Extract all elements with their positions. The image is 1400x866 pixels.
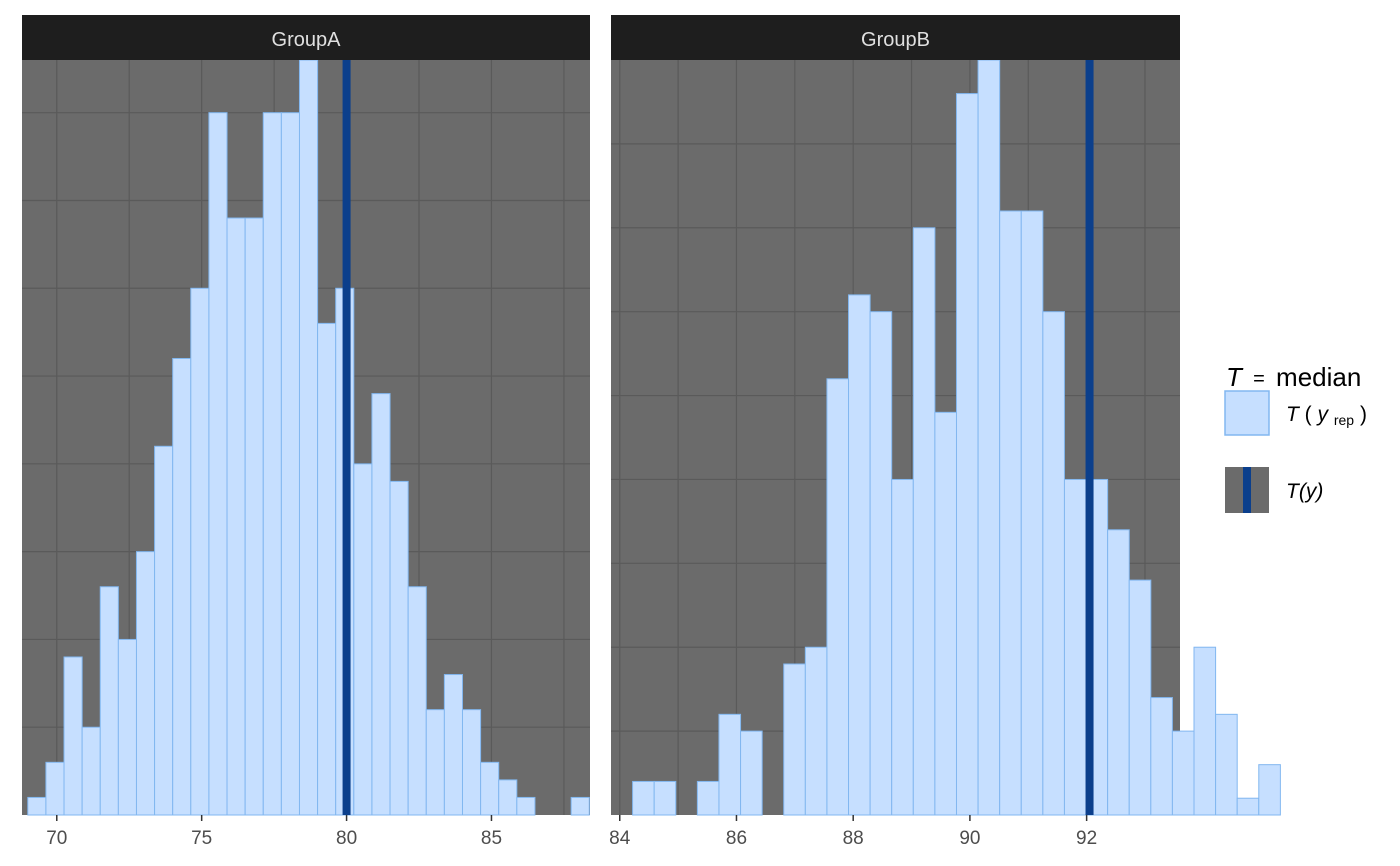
histogram-bar bbox=[1042, 311, 1065, 816]
facet-strip-label: GroupA bbox=[272, 29, 342, 51]
histogram-bar bbox=[999, 210, 1022, 816]
x-tick-label: 88 bbox=[843, 828, 864, 849]
legend-title-stat: median bbox=[1276, 362, 1361, 392]
histogram-bar bbox=[81, 726, 101, 816]
x-axis: 70 75 80 85 bbox=[46, 815, 502, 849]
histogram-bar bbox=[480, 761, 500, 816]
histogram-bar bbox=[718, 713, 742, 816]
facet-strip bbox=[611, 15, 1180, 60]
histogram-bar bbox=[135, 551, 156, 816]
histogram-bar bbox=[1236, 797, 1260, 816]
histogram-bar bbox=[63, 656, 83, 816]
histogram-bar bbox=[298, 59, 319, 816]
histogram-bar bbox=[280, 112, 300, 816]
histogram-bar bbox=[208, 112, 228, 816]
histogram-bar bbox=[1128, 579, 1152, 816]
histogram-bar bbox=[848, 294, 871, 816]
histogram-bar bbox=[443, 674, 463, 816]
histogram-bar bbox=[570, 796, 590, 816]
histogram-bar bbox=[1258, 764, 1281, 816]
histogram-bar bbox=[955, 93, 979, 816]
facet-panels: GroupA 70 75 80 85 GroupB 84 86 88 90 92 bbox=[22, 15, 1281, 849]
histogram-bar bbox=[1171, 730, 1195, 816]
histogram-bars bbox=[632, 59, 1281, 816]
histogram-bar bbox=[977, 59, 1001, 816]
histogram-bar bbox=[262, 112, 282, 816]
histogram-bar bbox=[45, 761, 65, 816]
histogram-bar bbox=[99, 586, 119, 816]
observed-stat-line bbox=[342, 60, 351, 815]
histogram-bar bbox=[244, 217, 264, 816]
histogram-bar bbox=[804, 646, 828, 816]
histogram-bar bbox=[783, 663, 806, 816]
histogram-bar bbox=[226, 217, 246, 816]
legend-title: T = median bbox=[1226, 361, 1361, 392]
legend-title-symbol: T bbox=[1226, 362, 1244, 392]
histogram-bar bbox=[516, 796, 536, 816]
histogram-bar bbox=[1193, 646, 1217, 816]
histogram-bar bbox=[653, 780, 677, 816]
histogram-bar bbox=[912, 227, 936, 816]
x-tick-label: 85 bbox=[481, 828, 502, 849]
histogram-bar bbox=[27, 796, 47, 816]
histogram-bar bbox=[389, 480, 409, 816]
histogram-bar bbox=[1215, 713, 1238, 816]
panel-GroupB: GroupB 84 86 88 90 92 bbox=[609, 15, 1281, 849]
histogram-bar bbox=[407, 586, 427, 816]
histogram-bar bbox=[371, 393, 391, 816]
legend-yrep-open: ( bbox=[1305, 403, 1312, 426]
x-axis: 84 86 88 90 92 bbox=[609, 815, 1097, 849]
histogram-bar bbox=[461, 709, 482, 816]
histogram-bar bbox=[190, 287, 210, 816]
legend-key-obs-line bbox=[1243, 467, 1251, 513]
histogram-bar bbox=[696, 780, 720, 816]
histogram-bar bbox=[425, 709, 445, 816]
panel-GroupA: GroupA 70 75 80 85 bbox=[22, 15, 590, 849]
histogram-bar bbox=[632, 780, 655, 816]
histogram-bar bbox=[891, 478, 914, 816]
x-tick-label: 70 bbox=[46, 828, 67, 849]
facet-strip-label: GroupB bbox=[861, 29, 930, 51]
histogram-bar bbox=[1020, 210, 1044, 816]
x-tick-label: 84 bbox=[609, 828, 631, 849]
histogram-bar bbox=[1150, 697, 1173, 816]
legend-yrep-T: T bbox=[1286, 403, 1301, 426]
legend-label-obs: T(y) bbox=[1286, 480, 1323, 503]
histogram-bar bbox=[1063, 478, 1087, 816]
legend-yrep-y: y bbox=[1316, 403, 1330, 426]
facet-strip bbox=[22, 15, 590, 60]
histogram-bar bbox=[172, 357, 192, 816]
x-tick-label: 75 bbox=[191, 828, 212, 849]
legend-yrep-sub: rep bbox=[1334, 412, 1354, 428]
histogram-bar bbox=[353, 463, 373, 816]
x-tick-label: 80 bbox=[336, 828, 357, 849]
histogram-bar bbox=[934, 411, 957, 816]
histogram-bar bbox=[154, 445, 174, 816]
legend-yrep-close: ) bbox=[1360, 403, 1367, 426]
histogram-bar bbox=[317, 322, 337, 816]
histogram-bar bbox=[826, 378, 850, 816]
histogram-bar bbox=[740, 730, 763, 816]
histogram-bar bbox=[117, 638, 137, 816]
observed-stat-line bbox=[1085, 60, 1094, 815]
histogram-bar bbox=[498, 779, 518, 816]
histogram-bar bbox=[869, 311, 893, 816]
x-tick-label: 92 bbox=[1076, 828, 1097, 849]
legend: T = median T ( y rep ) T(y) bbox=[1224, 361, 1367, 513]
legend-label-yrep: T ( y rep ) bbox=[1286, 403, 1367, 430]
histogram-bar bbox=[1107, 529, 1130, 816]
x-tick-label: 90 bbox=[959, 828, 980, 849]
legend-title-equals: = bbox=[1253, 368, 1265, 390]
legend-key-yrep bbox=[1224, 390, 1270, 436]
x-tick-label: 86 bbox=[726, 828, 747, 849]
